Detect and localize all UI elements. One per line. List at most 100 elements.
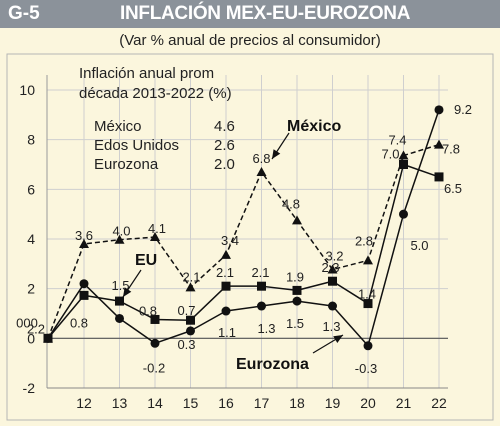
series-line-mexico <box>47 143 440 339</box>
marker-eurozona <box>79 279 89 289</box>
figure-code: G-5 <box>8 3 40 24</box>
marker-mexico <box>114 234 125 244</box>
marker-eurozona <box>292 296 302 306</box>
x-tick-label: 19 <box>325 395 341 411</box>
data-label-eu: 2.1 <box>251 265 269 280</box>
data-label-mexico: 3.4 <box>221 233 239 248</box>
marker-eurozona <box>221 306 231 316</box>
data-label-eurozona: -0.3 <box>355 361 377 376</box>
figure-header-bar: G-5 INFLACIÓN MEX-EU-EUROZONA <box>0 0 500 28</box>
data-label-mexico: 4.8 <box>282 196 300 211</box>
marker-eurozona <box>257 301 266 311</box>
series-name-eurozona: Eurozona <box>236 356 309 373</box>
marker-eu <box>257 281 266 291</box>
x-tick-label: 18 <box>289 395 305 411</box>
average-box-title-line2: década 2013-2022 (%) <box>79 85 232 102</box>
x-tick-label: 16 <box>218 395 234 411</box>
figure-subtitle: (Var % anual de precios al consumidor) <box>119 32 381 49</box>
data-label-eu: 1.4 <box>358 287 376 302</box>
series-line-eurozona <box>47 109 440 347</box>
average-row-mexico-value: 4.6 <box>214 118 235 135</box>
data-label-eurozona: 2.2 <box>27 321 45 336</box>
marker-eurozona <box>328 301 337 311</box>
data-label-mexico: 2.1 <box>182 269 200 284</box>
marker-eurozona <box>115 313 124 323</box>
data-label-eurozona: 0.3 <box>177 337 195 352</box>
grid-lines <box>47 75 448 389</box>
marker-mexico <box>256 166 267 176</box>
series-name-mexico: México <box>287 118 341 135</box>
marker-mexico <box>398 150 409 160</box>
average-row-eu-label: Edos Unidos <box>94 137 179 154</box>
marker-eurozona <box>186 326 195 336</box>
marker-mexico <box>150 232 160 242</box>
y-tick-label: 6 <box>27 181 35 197</box>
average-box-title-line1: Inflación anual prom <box>79 65 214 82</box>
series-names: México EU Eurozona <box>135 118 341 373</box>
marker-eu <box>399 160 408 169</box>
average-box: Inflación anual prom década 2013-2022 (%… <box>79 65 235 173</box>
data-label-mexico: 2.8 <box>355 233 373 248</box>
average-row-eu-value: 2.6 <box>214 137 235 154</box>
series-line-eu <box>47 163 440 339</box>
marker-eu <box>434 172 444 182</box>
data-label-eurozona: -0.2 <box>143 360 165 375</box>
marker-mexico <box>221 249 231 259</box>
data-label-eurozona: 1.3 <box>322 319 340 334</box>
callout-arrows <box>122 132 344 354</box>
x-tick-label: 17 <box>254 395 270 411</box>
data-label-origin: 000 <box>16 315 38 330</box>
y-tick-label: -2 <box>23 380 36 396</box>
data-label-mexico: 4.1 <box>148 221 166 236</box>
average-row-eurozona-label: Eurozona <box>94 156 159 173</box>
data-label-eu: 7.0 <box>381 147 399 162</box>
marker-mexico <box>434 139 444 149</box>
series-markers <box>43 105 444 351</box>
y-tick-label: 4 <box>27 231 35 247</box>
y-axis-ticks: -2 0 2 4 6 8 10 <box>19 82 35 396</box>
data-label-mexico: 4.0 <box>112 224 130 239</box>
marker-eu <box>150 314 160 324</box>
series-lines <box>47 109 440 347</box>
plot-frame <box>6 53 494 421</box>
data-label-mexico: 6.8 <box>252 151 270 166</box>
average-row-eurozona-value: 2.0 <box>214 156 235 173</box>
marker-eurozona <box>363 341 373 351</box>
marker-mexico <box>327 264 338 274</box>
data-label-eu: 0.8 <box>139 303 157 318</box>
average-row-mexico-label: México <box>94 118 142 135</box>
data-label-eurozona: 1.3 <box>257 321 275 336</box>
x-tick-label: 14 <box>147 395 163 411</box>
eu-callout-arrow-head <box>123 287 132 297</box>
mexico-callout-arrow-head <box>272 149 281 159</box>
x-axis-ticks: 12 13 14 15 16 17 18 19 20 21 22 <box>76 395 447 411</box>
y-tick-label: 10 <box>19 82 35 98</box>
marker-eu <box>292 285 302 295</box>
marker-mexico <box>292 215 302 225</box>
marker-eurozona <box>43 333 53 343</box>
data-label-eurozona: 1.1 <box>218 325 236 340</box>
data-label-eu: 6.5 <box>444 181 462 196</box>
data-label-mexico: 3.2 <box>325 249 343 264</box>
x-tick-label: 22 <box>431 395 447 411</box>
marker-mexico <box>185 282 196 292</box>
data-label-mexico: 7.4 <box>388 133 406 148</box>
y-tick-label: 2 <box>27 281 35 297</box>
eurozona-callout-arrow-head <box>333 335 343 344</box>
data-label-mexico: 7.8 <box>442 142 460 157</box>
marker-eurozona <box>399 209 408 219</box>
marker-mexico <box>363 255 373 265</box>
data-label-eurozona: 1.5 <box>286 316 304 331</box>
y-tick-label: 0 <box>27 330 35 346</box>
x-tick-label: 20 <box>360 395 376 411</box>
marker-eurozona <box>434 105 444 115</box>
marker-eu <box>186 315 195 325</box>
marker-eu <box>221 281 231 291</box>
outer-border <box>6 53 494 421</box>
data-label-mexico: 3.6 <box>75 228 93 243</box>
marker-eu <box>328 276 337 286</box>
data-labels: 3.6 4.0 4.1 2.1 3.4 6.8 4.8 3.2 2.8 7.4 7.8 1.5 0.8 0… <box>16 102 472 376</box>
y-tick-label: 8 <box>27 132 35 148</box>
